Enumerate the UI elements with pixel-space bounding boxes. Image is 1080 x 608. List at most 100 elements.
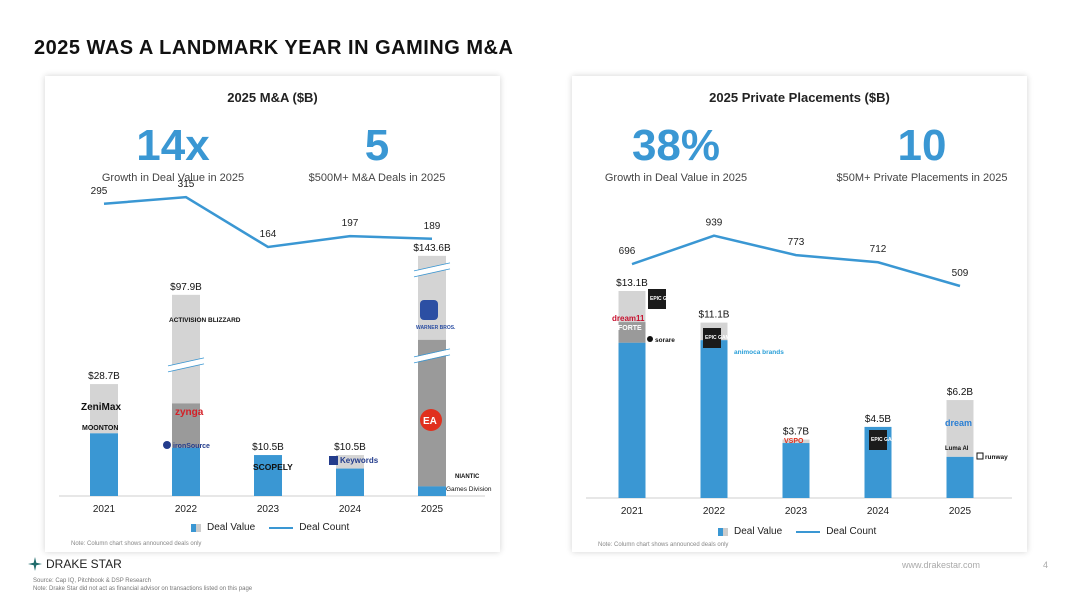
- runway-icon: [976, 452, 984, 460]
- bar-2023: $10.5B 2023: [252, 442, 284, 515]
- deal-count-line: [631, 234, 961, 288]
- deal-count-label: 315: [178, 179, 195, 190]
- bar-2021: $13.1B 2021: [616, 278, 648, 517]
- epic-logo-2024-icon: [869, 430, 887, 450]
- deal-count-label: 509: [952, 268, 969, 279]
- x-tick-label: 2022: [175, 504, 198, 515]
- deal-count-label: 164: [260, 229, 277, 240]
- x-tick-label: 2023: [785, 506, 808, 517]
- page-number: 4: [1043, 560, 1049, 570]
- bar-value-label: $28.7B: [88, 371, 120, 382]
- source-notes: Source: Cap IQ, Pitchbook & DSP Research…: [33, 577, 252, 593]
- bar-value-label: $3.7B: [783, 427, 809, 438]
- logo-animoca: animoca brands: [734, 349, 784, 356]
- bar-gray-segment: [90, 384, 118, 434]
- sorare-icon: [647, 336, 653, 342]
- website-link[interactable]: www.drakestar.com: [902, 560, 981, 570]
- bar-value-label: $97.9B: [170, 282, 202, 293]
- pp-panel-heading: 2025 Private Placements ($B): [709, 90, 890, 105]
- deal-count-label: 939: [706, 218, 723, 229]
- logo-dream11: dream11: [612, 314, 645, 323]
- logo-zynga: zynga: [175, 407, 204, 418]
- axis-break-edge: [413, 268, 451, 278]
- bar-value-segment: [254, 455, 282, 496]
- deal-count-label: 773: [788, 237, 805, 248]
- kpi-pp-growth-value: 38%: [631, 121, 721, 170]
- pp-legend: Deal Value Deal Count: [718, 526, 876, 537]
- private-placements-panel: 2025 Private Placements ($B) 38% Growth …: [572, 76, 1027, 552]
- x-tick-label: 2021: [621, 506, 644, 517]
- kpi-big-deals-label: $500M+ M&A Deals in 2025: [308, 172, 446, 184]
- x-tick-label: 2024: [867, 506, 890, 517]
- x-tick-label: 2022: [703, 506, 726, 517]
- deal-count-label: 696: [619, 246, 636, 257]
- page-title: 2025 WAS A LANDMARK YEAR IN GAMING M&A: [34, 37, 514, 59]
- axis-break: [413, 263, 451, 277]
- bar-gray-segment: [336, 455, 364, 469]
- bar-2025: $143.6B 2025: [413, 243, 451, 515]
- axis-break-edge: [413, 348, 451, 358]
- logo-zenimax: ZeniMax: [81, 402, 121, 413]
- ironsource-icon: [163, 441, 171, 449]
- legend-bar-swatch: [718, 527, 728, 536]
- logo-ironsource: ironSource: [173, 443, 210, 450]
- kpi-pp-count: 10 $50M+ Private Placements in 2025: [817, 121, 1027, 185]
- logo-dream: dream: [945, 418, 972, 428]
- ea-icon: [420, 409, 442, 431]
- logo-vspo: VSPO: [784, 438, 804, 445]
- deal-count-label: 295: [91, 186, 108, 197]
- bar-value-segment: [172, 447, 200, 496]
- ma-legend: Deal Value Deal Count: [191, 522, 349, 533]
- deal-count-label: 189: [424, 221, 441, 232]
- logo-niantic: NIANTIC: [455, 474, 480, 480]
- kpi-pp-count-value: 10: [897, 121, 947, 170]
- brand-name: DRAKE STAR: [46, 557, 122, 571]
- bar-value-segment: [618, 342, 646, 498]
- bar-2024: $10.5B 2024: [334, 442, 366, 515]
- disclaimer-line: Note: Drake Star did not act as financia…: [33, 586, 253, 592]
- axis-break: [167, 358, 205, 372]
- x-tick-label: 2021: [93, 504, 116, 515]
- kpi-growth: 14x Growth in Deal Value in 2025: [73, 122, 273, 185]
- logo-epic-2022: EPIC GAMES: [705, 335, 737, 341]
- bar-value-segment: [418, 486, 446, 496]
- bar-value-label: $143.6B: [413, 243, 451, 254]
- epic-logo-2022-icon: [703, 328, 721, 348]
- legend-bar-label: Deal Value: [734, 526, 783, 537]
- bar-value-segment: [946, 456, 974, 498]
- logo-luma: Luma AI: [945, 446, 969, 452]
- kpi-growth-label: Growth in Deal Value in 2025: [101, 172, 245, 184]
- axis-break-edge: [167, 363, 205, 373]
- legend-line-label: Deal Count: [826, 526, 877, 537]
- logo-runway: runway: [985, 454, 1008, 461]
- logo-niantic-division: Games Division: [446, 486, 492, 493]
- kpi-pp-growth-label: Growth in Deal Value in 2025: [604, 172, 748, 184]
- legend-line-swatch: [796, 530, 821, 533]
- bar-2025: $6.2B 2025: [946, 387, 974, 517]
- bar-value-segment: [336, 468, 364, 496]
- bar-dark-segment: [618, 322, 646, 343]
- bar-value-label: $6.2B: [947, 387, 973, 398]
- axis-break-edge: [413, 262, 451, 272]
- bar-dark-segment: [172, 403, 200, 448]
- x-tick-label: 2025: [949, 506, 972, 517]
- logo-ea: EA: [423, 416, 437, 427]
- bar-value-label: $11.1B: [699, 310, 730, 321]
- kpi-pp-count-label: $50M+ Private Placements in 2025: [836, 172, 1008, 184]
- bar-2023: $3.7B 2023: [782, 427, 810, 517]
- bar-value-label: $10.5B: [334, 442, 366, 453]
- legend-line-label: Deal Count: [299, 522, 350, 533]
- logo-scopely: SCOPELY: [253, 462, 293, 472]
- bar-value-label: $10.5B: [252, 442, 284, 453]
- x-tick-label: 2024: [339, 504, 362, 515]
- bar-gray-segment: [782, 439, 810, 444]
- axis-break-edge: [167, 357, 205, 367]
- axis-break-edge: [413, 354, 451, 364]
- pp-note: Note: Column chart shows announced deals…: [598, 542, 729, 548]
- axis-break: [413, 349, 451, 363]
- bar-value-label: $13.1B: [616, 278, 648, 289]
- wb-shield-icon: [420, 300, 438, 320]
- bar-2022: $97.9B 2022: [167, 282, 205, 515]
- ma-panel-heading: 2025 M&A ($B): [227, 90, 318, 105]
- keywords-icon: [329, 456, 338, 465]
